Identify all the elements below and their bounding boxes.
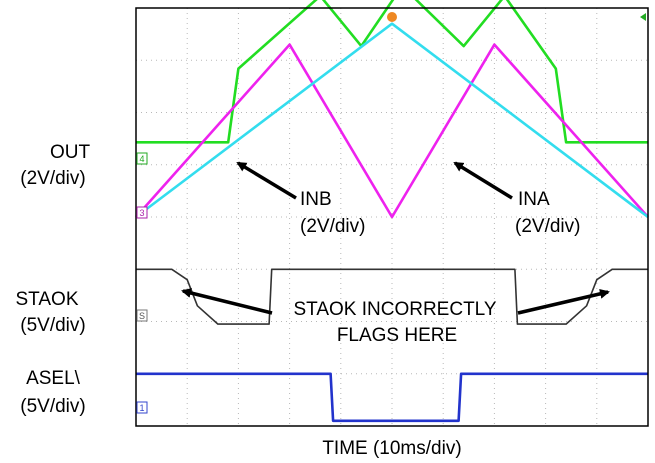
- trace-inb: [135, 43, 649, 219]
- channel-marker-staok: S: [136, 309, 148, 322]
- trace-staok: [136, 268, 648, 325]
- channel-id-asel: 1: [139, 403, 144, 413]
- arrow-inb: [236, 161, 297, 200]
- out-label: OUT: [50, 142, 91, 163]
- trace-ina: [135, 22, 649, 219]
- inb-label: INB: [300, 189, 332, 210]
- trace-out: [136, 0, 648, 144]
- out-scale-label: (2V/div): [20, 168, 85, 189]
- arrow-ina: [453, 161, 513, 200]
- trigger-position-marker: [387, 12, 397, 22]
- asel-scale-label: (5V/div): [20, 396, 85, 417]
- channel-marker-asel: 1: [136, 401, 148, 414]
- staok-flag-label-line2: FLAGS HERE: [337, 325, 457, 346]
- ina-scale-label: (2V/div): [515, 216, 580, 237]
- ina-label: INA: [518, 189, 550, 210]
- plot-frame: [135, 7, 649, 427]
- asel-label: ASEL\: [26, 368, 81, 389]
- staok-flag-label-line1: STAOK INCORRECTLY: [293, 299, 496, 320]
- channel-marker-out: 4: [136, 152, 148, 165]
- arrow-staok-left: [181, 288, 273, 315]
- channel-id-staok: S: [139, 311, 145, 321]
- arrow-staok-right: [517, 288, 610, 315]
- trigger-level-marker: [640, 13, 646, 21]
- traces: [135, 0, 649, 423]
- channel-id-out: 4: [139, 154, 144, 164]
- channel-marker-inb: 3: [136, 206, 148, 219]
- x-axis-label: TIME (10ms/div): [322, 438, 461, 459]
- staok-label: STAOK: [16, 289, 79, 310]
- inb-scale-label: (2V/div): [300, 216, 365, 237]
- annotation-arrows: [181, 161, 610, 315]
- trace-asel: [136, 372, 648, 423]
- channel-id-inb: 3: [139, 208, 144, 218]
- staok-scale-label: (5V/div): [20, 315, 85, 336]
